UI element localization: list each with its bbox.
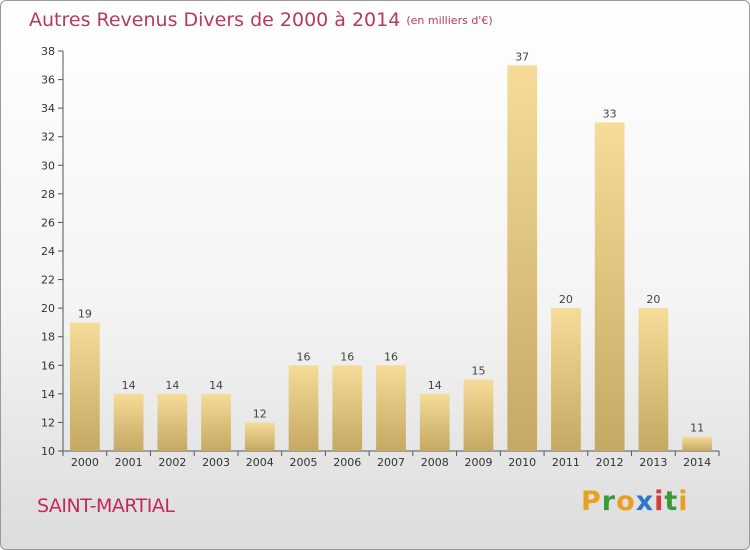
bar-value-label: 20 xyxy=(559,293,573,306)
value-labels: 19 14 14 14 12 16 16 16 14 15 37 20 33 20 11 xyxy=(78,50,704,434)
bar-value-label: 19 xyxy=(78,307,92,320)
bar-value-label: 12 xyxy=(253,407,267,420)
bar-value-label: 14 xyxy=(428,379,442,392)
logo-letter: i xyxy=(654,486,665,517)
bar xyxy=(463,379,494,451)
proxiti-logo: Proxiti xyxy=(581,486,689,517)
x-tick-label: 2014 xyxy=(683,456,711,469)
chart-title-unit: (en milliers d'€) xyxy=(406,14,493,27)
x-tick-label: 2004 xyxy=(246,456,274,469)
x-tick-label: 2008 xyxy=(421,456,449,469)
bar xyxy=(288,365,319,451)
y-tick-label: 26 xyxy=(41,216,55,229)
y-tick-label: 38 xyxy=(41,45,55,58)
y-tick-label: 32 xyxy=(41,131,55,144)
logo-letter: r xyxy=(601,486,617,517)
x-tick-label: 2001 xyxy=(115,456,143,469)
chart-title-main: Autres Revenus Divers de 2000 à 2014 xyxy=(29,9,401,31)
bar xyxy=(69,322,100,451)
bar xyxy=(244,422,275,451)
bar-value-label: 14 xyxy=(209,379,223,392)
y-tick-label: 30 xyxy=(41,159,55,172)
town-name: SAINT-MARTIAL xyxy=(37,495,175,517)
x-tick-label: 2009 xyxy=(464,456,492,469)
bar-value-label: 16 xyxy=(340,350,354,363)
bar-value-label: 37 xyxy=(515,50,529,63)
chart-title: Autres Revenus Divers de 2000 à 2014 (en … xyxy=(29,9,493,31)
logo-letter: o xyxy=(616,486,636,517)
bar xyxy=(376,365,406,451)
bar-value-label: 11 xyxy=(690,422,704,435)
x-tick-label: 2013 xyxy=(639,456,667,469)
bar xyxy=(332,365,363,451)
bar-value-label: 14 xyxy=(165,379,179,392)
bar xyxy=(594,122,625,451)
logo-letter: t xyxy=(664,486,679,517)
y-tick-label: 28 xyxy=(41,188,55,201)
bar-value-label: 33 xyxy=(603,107,617,120)
y-tick-label: 36 xyxy=(41,74,55,87)
x-tick-label: 2012 xyxy=(596,456,624,469)
x-tick-label: 2000 xyxy=(71,456,99,469)
bar xyxy=(419,393,450,451)
x-tick-label: 2003 xyxy=(202,456,230,469)
y-tick-label: 16 xyxy=(41,359,55,372)
x-tick-label: 2002 xyxy=(158,456,186,469)
bar xyxy=(157,393,188,451)
bar xyxy=(113,393,144,451)
bar xyxy=(201,393,231,451)
y-tick-label: 10 xyxy=(41,445,55,458)
logo-letter: i xyxy=(678,486,689,517)
logo-letter: x xyxy=(635,486,655,517)
logo-letter: P xyxy=(581,486,602,517)
y-tick-label: 20 xyxy=(41,302,55,315)
bar xyxy=(638,308,669,451)
bar xyxy=(682,436,713,451)
y-tick-label: 12 xyxy=(41,416,55,429)
bar xyxy=(507,65,538,452)
y-tick-label: 34 xyxy=(41,102,55,115)
x-axis: 2000 2001 2002 2003 2004 2005 2006 2007 2008 2009… xyxy=(62,450,720,469)
bar-value-label: 20 xyxy=(646,293,660,306)
bars xyxy=(69,65,713,452)
y-tick-label: 18 xyxy=(41,331,55,344)
y-axis: 10 12 14 16 18 20 22 24 26 28 30 32 34 36 38 xyxy=(41,45,64,458)
y-tick-label: 14 xyxy=(41,388,55,401)
x-tick-label: 2006 xyxy=(333,456,361,469)
x-tick-label: 2011 xyxy=(552,456,580,469)
bar-value-label: 16 xyxy=(384,350,398,363)
y-tick-label: 24 xyxy=(41,245,55,258)
bar xyxy=(551,308,581,451)
x-tick-label: 2007 xyxy=(377,456,405,469)
bar-value-label: 16 xyxy=(297,350,311,363)
x-tick-label: 2005 xyxy=(290,456,318,469)
bar-value-label: 15 xyxy=(471,365,485,378)
y-tick-label: 22 xyxy=(41,274,55,287)
x-tick-label: 2010 xyxy=(508,456,536,469)
bar-value-label: 14 xyxy=(122,379,136,392)
